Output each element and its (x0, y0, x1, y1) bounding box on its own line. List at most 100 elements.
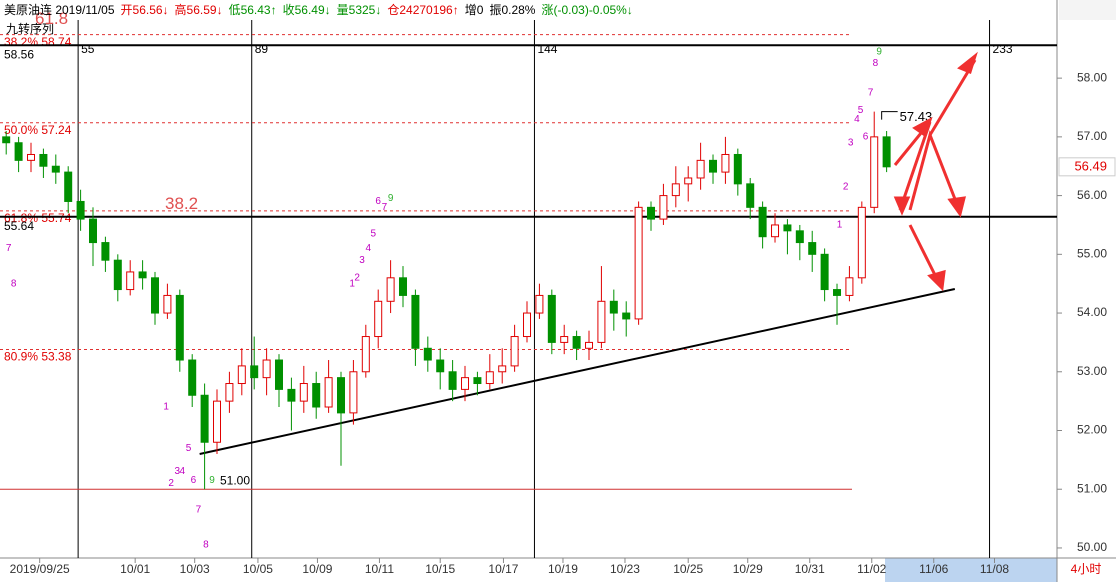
header-item: 振0.28% (489, 3, 535, 17)
candle-body (448, 371, 457, 390)
td-label: 2 (843, 181, 849, 192)
candle-body (485, 371, 494, 385)
candle-body (51, 165, 60, 173)
indicator-label: 九转序列 (6, 21, 54, 36)
x-tick-label: 10/09 (302, 562, 332, 576)
candle-body (746, 183, 755, 208)
candle-body (597, 300, 606, 343)
candle-body (175, 294, 184, 361)
fib-label: 50.0% 57.24 (4, 123, 72, 137)
candle-body (510, 336, 519, 367)
x-tick-label: 10/03 (180, 562, 210, 576)
high-bracket (881, 111, 898, 120)
td-label: 6 (863, 132, 869, 143)
td-label: 8 (203, 540, 209, 551)
td-label: 5 (858, 105, 864, 116)
candle-body (870, 136, 879, 208)
x-tick-label: 10/23 (610, 562, 640, 576)
td-label: 1 (837, 220, 843, 231)
header-item: 高56.59↓ (175, 2, 223, 17)
header-item: 收56.49↓ (283, 3, 331, 17)
candle-body (473, 377, 482, 385)
y-tick-label: 58.00 (1077, 70, 1107, 84)
note: 38.2 (165, 194, 198, 213)
header-item: 美原油连 2019/11/05 (4, 2, 115, 17)
td-label: 7 (382, 202, 388, 213)
candle-body (188, 359, 197, 396)
y-tick-label: 55.00 (1077, 246, 1107, 260)
candle-body (808, 242, 817, 255)
candle-body (386, 277, 395, 302)
td-label: 9 (209, 475, 215, 486)
fib-label: 80.9% 53.38 (4, 350, 72, 364)
forecast-arrows (893, 51, 978, 292)
td-label: 7 (196, 504, 202, 515)
candle-body (758, 206, 767, 238)
td-label: 8 (11, 278, 17, 289)
header-item: 增0 (465, 3, 484, 17)
td-label: 4 (180, 466, 186, 477)
candle-body (151, 277, 160, 314)
td-label: 7 (868, 87, 874, 98)
candle-body (709, 159, 718, 173)
td-label: 1 (163, 402, 169, 413)
candle-body (671, 183, 680, 197)
y-tick-label: 51.00 (1077, 481, 1107, 495)
candle-body (237, 365, 246, 385)
candle-body (287, 388, 296, 402)
header-item: 开56.56↓ (121, 3, 169, 17)
candle-body (585, 341, 594, 349)
high-label: 57.43 (900, 109, 933, 124)
x-tick-label: 11/08 (980, 562, 1009, 576)
td-label: 2 (168, 478, 174, 489)
candle-body (374, 300, 383, 338)
candle-body (771, 224, 780, 238)
x-tick-label: 10/29 (733, 562, 763, 576)
candle-body (795, 230, 804, 244)
header-item: 仓24270196↑ (387, 3, 458, 17)
candle-body (200, 394, 209, 443)
x-tick-label: 10/25 (673, 562, 703, 576)
candle-body (89, 218, 98, 244)
x-tick-label: 10/01 (120, 562, 150, 576)
candle-body (696, 159, 705, 179)
td-label: 3 (359, 255, 365, 266)
candle-body (783, 224, 792, 232)
candle-body (225, 383, 234, 402)
trendline (199, 287, 956, 455)
candle-body (634, 206, 643, 320)
candle-body (299, 383, 308, 402)
candle-body (2, 136, 11, 144)
td-label: 9 (876, 46, 882, 57)
low-label: 51.00 (220, 473, 250, 487)
candle-body (312, 383, 321, 408)
x-tick-label: 10/19 (548, 562, 578, 576)
x-tick-label: 10/17 (488, 562, 518, 576)
candle-body (126, 271, 135, 291)
candle-body (163, 294, 172, 314)
candle-body (275, 359, 284, 390)
note: 61.8 (35, 9, 68, 28)
candle-body (609, 300, 618, 314)
candle-body (423, 347, 432, 361)
x-tick-label: 10/11 (365, 562, 394, 576)
candle-body (820, 253, 829, 291)
candle-body (436, 359, 445, 373)
corner (1059, 0, 1116, 20)
candle-body (101, 242, 110, 261)
candle-body (76, 200, 85, 220)
y-tick-label: 54.00 (1077, 305, 1107, 319)
candle-body (845, 277, 854, 296)
candle-body (138, 271, 147, 279)
td-label: 6 (375, 196, 381, 207)
candle-body (547, 294, 556, 343)
candle-body (498, 365, 507, 373)
td-label: 5 (186, 443, 192, 454)
candle-body (113, 259, 122, 291)
td-label: 4 (854, 114, 860, 125)
candle-body (572, 336, 581, 349)
candle-body (622, 312, 631, 320)
candle-body (857, 206, 866, 279)
